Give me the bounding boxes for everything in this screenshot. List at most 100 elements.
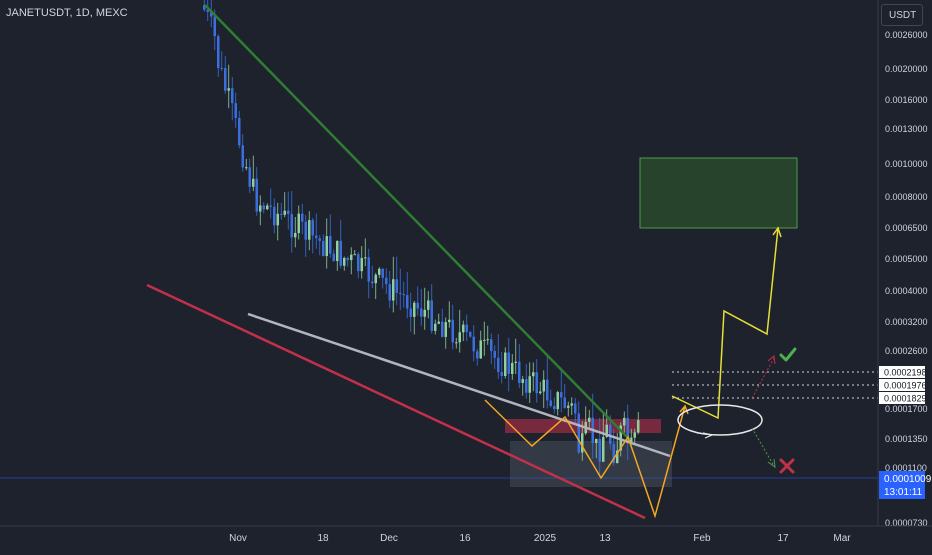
candle-body <box>315 235 318 239</box>
candle-body <box>570 403 573 406</box>
candle-body <box>350 254 353 261</box>
candle-body <box>206 9 209 12</box>
bearish-arrow <box>751 427 775 467</box>
candle-body <box>560 392 563 398</box>
candle-body <box>238 118 241 146</box>
candle-body <box>609 424 612 444</box>
symbol-label: JANETUSDT, 1D, MEXC <box>6 7 128 19</box>
candle-body <box>427 300 430 310</box>
candle-body <box>528 376 531 393</box>
y-tick-label: 0.0004000 <box>885 286 928 296</box>
candles-group <box>203 0 640 476</box>
x-tick-label: 18 <box>317 533 329 544</box>
x-tick-label: Dec <box>380 533 398 544</box>
candle-body <box>455 342 458 344</box>
candle-body <box>234 103 237 119</box>
candle-body <box>210 11 213 17</box>
candle-body <box>227 88 230 91</box>
candle-body <box>290 214 293 238</box>
candle-body <box>556 392 559 410</box>
candle-body <box>504 352 507 377</box>
bullish-arrow-head <box>767 355 776 365</box>
candle-body <box>612 443 615 464</box>
candle-body <box>483 339 486 341</box>
orange-projected-path <box>484 399 686 519</box>
candle-body <box>553 406 556 410</box>
candle-body <box>406 295 409 309</box>
y-tick-label: 0.0001100 <box>885 463 927 473</box>
candle-body <box>283 210 286 215</box>
candle-body <box>353 254 356 256</box>
currency-button[interactable]: USDT <box>881 4 923 26</box>
candle-body <box>630 437 633 444</box>
candle-body <box>311 220 314 236</box>
level-label: 0.0001829 <box>884 394 927 404</box>
candle-body <box>304 221 307 240</box>
candle-body <box>479 340 482 359</box>
white-trendline <box>247 312 671 458</box>
candle-body <box>357 254 360 272</box>
candle-body <box>395 279 398 293</box>
candle-body <box>329 236 332 254</box>
check-mark-icon <box>779 347 797 362</box>
candle-body <box>301 213 304 222</box>
candle-body <box>549 400 552 407</box>
x-tick-label: 13 <box>599 533 611 544</box>
candle-body <box>213 16 216 37</box>
candle-body <box>430 300 433 331</box>
candle-body <box>241 145 244 168</box>
candle-body <box>402 294 405 296</box>
candle-body <box>563 397 566 408</box>
candle-body <box>367 257 370 282</box>
candle-body <box>486 339 489 341</box>
candle-body <box>497 357 500 372</box>
candle-body <box>308 220 311 240</box>
candle-body <box>490 339 493 352</box>
y-tick-label: 0.0016000 <box>885 95 928 105</box>
candle-body <box>444 322 447 337</box>
candle-body <box>525 379 528 393</box>
level-labels: 0.0002198 0.0001976 0.0001829 <box>879 366 927 404</box>
candle-body <box>616 450 619 464</box>
y-tick-label: 0.0020000 <box>885 64 928 74</box>
candle-body <box>451 319 454 343</box>
y-tick-label: 0.0006500 <box>885 223 928 233</box>
candle-body <box>339 240 342 266</box>
candle-body <box>507 352 510 374</box>
candle-body <box>280 213 283 215</box>
candle-body <box>262 205 265 210</box>
y-tick-label: 0.0000730 <box>885 518 928 528</box>
candle-body <box>602 436 605 462</box>
time-axis: Nov 18 Dec 16 2025 13 Feb 17 Mar <box>229 533 851 544</box>
candle-body <box>633 432 636 438</box>
level-label: 0.0002198 <box>884 368 927 378</box>
candle-body <box>364 257 367 259</box>
level-label-box <box>879 366 925 378</box>
candle-body <box>381 268 384 278</box>
y-tick-label: 0.0008000 <box>885 192 928 202</box>
candle-body <box>245 167 248 169</box>
y-tick-label: 0.0010000 <box>885 159 928 169</box>
x-tick-label: 17 <box>777 533 789 544</box>
candle-body <box>318 238 321 241</box>
y-tick-label: 0.0002600 <box>885 346 928 356</box>
candle-body <box>441 321 444 337</box>
candle-body <box>476 351 479 359</box>
candle-body <box>637 420 640 433</box>
candle-body <box>269 205 272 207</box>
candle-body <box>619 425 622 451</box>
white-ellipse <box>677 404 763 436</box>
green-trendline <box>204 4 631 441</box>
candle-body <box>581 433 584 453</box>
x-tick-label: 16 <box>459 533 471 544</box>
candle-body <box>448 319 451 323</box>
candle-body <box>472 336 475 352</box>
candle-body <box>385 277 388 285</box>
candle-body <box>343 257 346 266</box>
candle-body <box>297 213 300 234</box>
candle-body <box>465 324 468 332</box>
candle-body <box>252 178 255 187</box>
candle-body <box>322 240 325 257</box>
candle-body <box>276 213 279 226</box>
bearish-arrow-head <box>767 458 776 469</box>
